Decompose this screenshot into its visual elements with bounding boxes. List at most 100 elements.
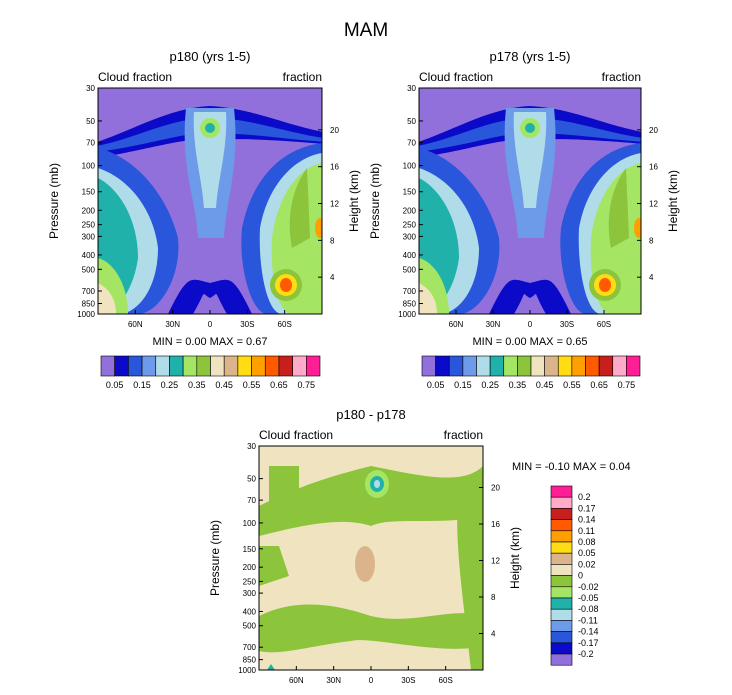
contour-low-level-gap: [514, 293, 546, 314]
contour-nh-low-core: [98, 283, 116, 314]
colorbar-label: -0.05: [578, 593, 599, 603]
contour-diff-d: [259, 604, 483, 653]
colorbar-swatch: [544, 355, 559, 377]
y-axis-label: Pressure (mb): [47, 163, 61, 239]
contour-diff-i: [374, 480, 380, 488]
colorbar-swatch: [251, 355, 266, 377]
contour-sh-low-core: [599, 278, 611, 292]
colorbar-swatch: [550, 552, 573, 565]
pressure-tick-label: 700: [243, 643, 257, 652]
colorbar-swatch: [223, 355, 239, 377]
colorbar-label: 0.35: [509, 380, 527, 390]
colorbar-label: 0.17: [578, 503, 596, 513]
panel-label-left: Cloud fraction: [259, 428, 333, 442]
pressure-tick-label: 50: [247, 475, 256, 484]
pressure-tick-label: 30: [407, 84, 416, 93]
height-tick-label: 4: [330, 273, 335, 282]
lat-tick-label: 30S: [560, 320, 574, 329]
pressure-tick-label: 850: [403, 300, 417, 309]
colorbar-swatch: [503, 355, 518, 377]
pressure-tick-label: 300: [403, 232, 417, 241]
colorbar-label: 0.15: [454, 380, 472, 390]
lat-tick-label: 60N: [289, 676, 304, 685]
height-tick-label: 16: [330, 163, 339, 172]
pressure-tick-label: 700: [403, 287, 417, 296]
colorbar-swatch: [237, 355, 252, 377]
pressure-tick-label: 100: [243, 519, 257, 528]
height-tick-label: 20: [330, 126, 339, 135]
colorbar-label: -0.14: [578, 627, 599, 637]
lat-tick-label: 60N: [128, 320, 143, 329]
colorbar-label: 0.45: [536, 380, 554, 390]
contour-low-level-band: [489, 279, 571, 314]
colorbar-swatch: [550, 541, 573, 554]
colorbar-label: 0.14: [578, 515, 596, 525]
y-axis-label-right: Height (km): [508, 527, 522, 589]
panel-title: p178 (yrs 1-5): [490, 49, 571, 64]
contour-sh-low-core: [280, 278, 292, 292]
height-tick-label: 20: [491, 483, 500, 492]
lat-tick-label: 30S: [240, 320, 254, 329]
pressure-tick-label: 500: [82, 265, 96, 274]
pressure-tick-label: 70: [86, 139, 95, 148]
colorbar-swatch: [550, 496, 573, 509]
contour-tropopause-inner: [419, 118, 641, 152]
figure-title: MAM: [344, 20, 388, 41]
colorbar-swatch: [476, 355, 491, 377]
colorbar-swatch: [141, 355, 157, 377]
min-max-label: MIN = -0.10 MAX = 0.04: [512, 461, 631, 473]
contour-low-level-gap: [193, 293, 227, 314]
pressure-tick-label: 70: [247, 496, 256, 505]
colorbar-swatch: [550, 530, 573, 543]
contour-tropical-peak-center: [205, 123, 215, 133]
lat-tick-label: 30N: [165, 320, 180, 329]
panel-1: p180 (yrs 1-5) Cloud fraction fraction 30 50…: [47, 49, 361, 390]
colorbar-label: 0.25: [161, 380, 179, 390]
colorbar-swatch: [530, 355, 545, 377]
height-tick-label: 16: [491, 520, 500, 529]
colorbar-swatch: [169, 355, 184, 377]
colorbar-swatch: [155, 355, 170, 377]
plot-body: [98, 88, 322, 314]
colorbar-swatch: [550, 608, 573, 621]
height-tick-label: 8: [649, 236, 654, 245]
pressure-tick-label: 50: [407, 117, 416, 126]
min-max-label: MIN = 0.00 MAX = 0.67: [153, 336, 268, 348]
colorbar-label: -0.11: [578, 615, 598, 625]
pressure-tick-label: 850: [82, 300, 96, 309]
pressure-tick-label: 30: [86, 84, 95, 93]
colorbar-label: -0.08: [578, 604, 599, 614]
plot-body: [419, 88, 641, 314]
colorbar-label: 0.11: [578, 526, 595, 536]
contour-diff-j: [267, 664, 275, 670]
height-tick-label: 20: [649, 126, 658, 135]
colorbar-label: 0.25: [481, 380, 499, 390]
y-axis-label-right: Height (km): [347, 170, 361, 232]
pressure-tick-label: 300: [243, 589, 257, 598]
colorbar-swatch: [114, 355, 129, 377]
pressure-tick-label: 1000: [398, 310, 416, 319]
contour-diff-b: [259, 466, 483, 536]
contour-tropical-core: [513, 112, 547, 208]
pressure-tick-label: 500: [243, 622, 257, 631]
min-max-label: MIN = 0.00 MAX = 0.65: [473, 336, 588, 348]
panel-title: p180 (yrs 1-5): [170, 49, 251, 64]
y-axis-label-right: Height (km): [666, 170, 680, 232]
colorbar-swatch: [517, 355, 532, 377]
colorbar-label: 0.05: [578, 548, 596, 558]
lat-tick-label: 60S: [278, 320, 292, 329]
pressure-tick-label: 50: [86, 117, 95, 126]
contour-nh-low-core: [419, 283, 437, 314]
panel-2: p178 (yrs 1-5) Cloud fraction fraction 30 50…: [368, 49, 680, 390]
colorbar-swatch: [550, 519, 573, 532]
colorbar-swatch: [100, 355, 115, 377]
colorbar-swatch: [550, 575, 573, 588]
contour-sh-edge-peak: [634, 218, 641, 238]
panel-label-right: fraction: [283, 70, 322, 84]
colorbar-swatch: [550, 642, 573, 655]
colorbar-label: 0.75: [298, 380, 316, 390]
pressure-tick-label: 150: [243, 545, 257, 554]
colorbar-swatch: [306, 355, 321, 377]
lat-tick-label: 0: [208, 320, 213, 329]
